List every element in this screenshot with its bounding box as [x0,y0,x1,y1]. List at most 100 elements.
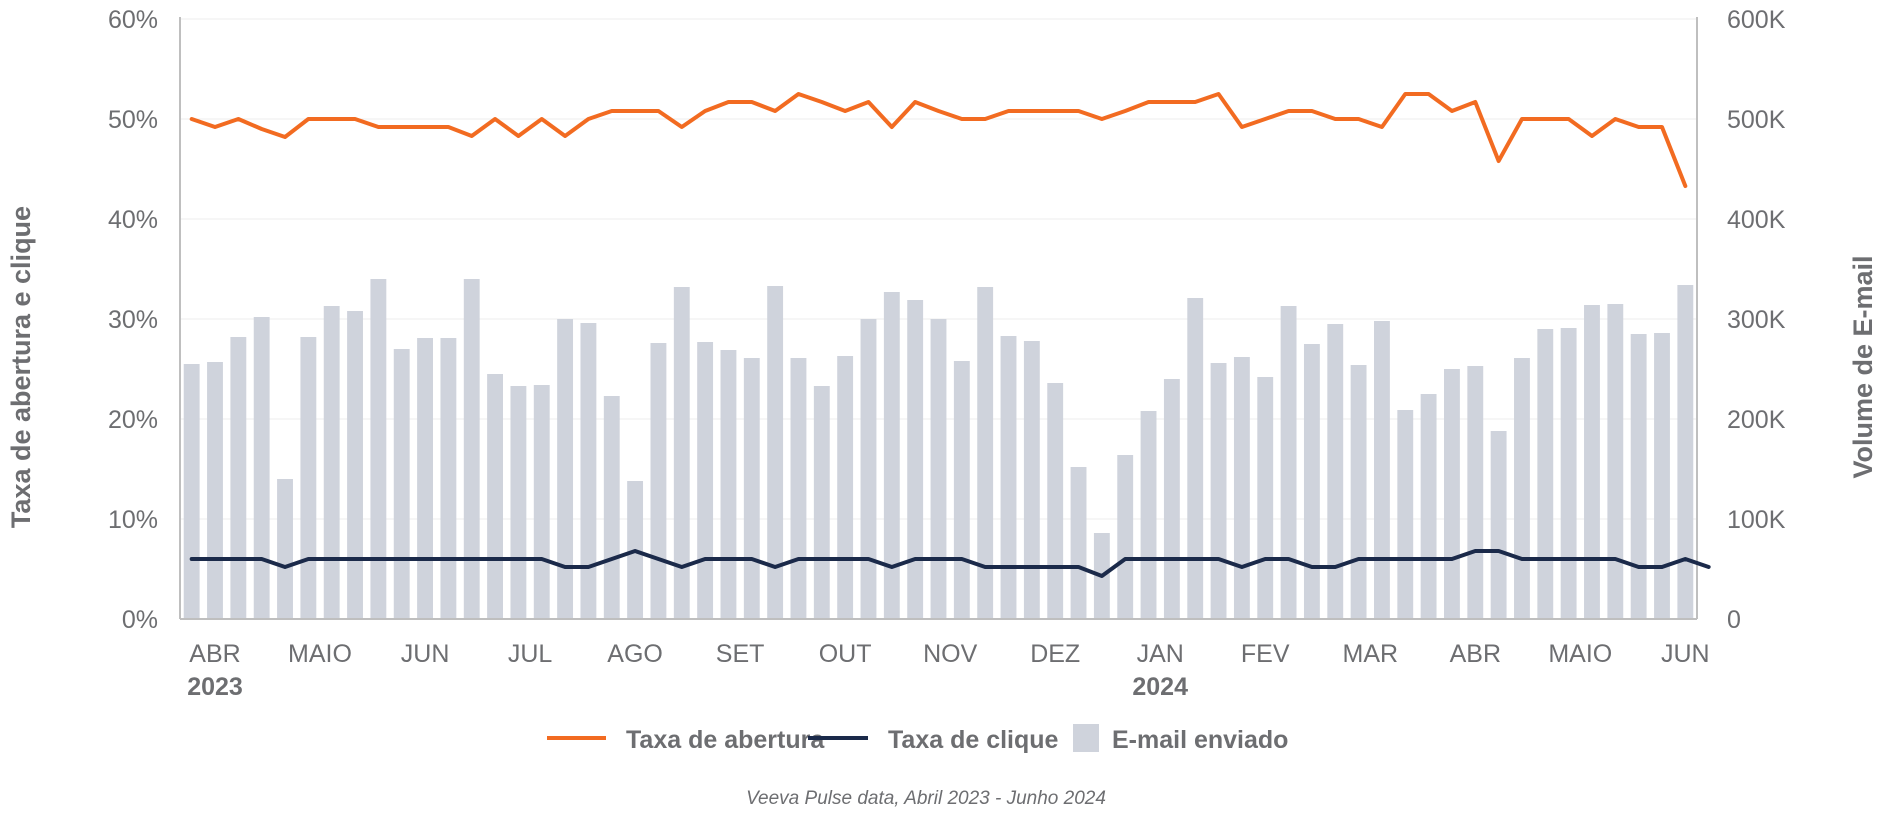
bar-email-enviado [1163,379,1180,619]
x-year-label: 2024 [1132,673,1188,701]
bar-email-enviado [697,342,714,619]
right-axis-ticks: 0 100K 200K 300K 400K 500K 600K [1727,6,1786,634]
x-month-label: FEV [1241,640,1290,668]
bar-email-enviado [720,350,737,619]
bar-email-enviado [1374,321,1390,619]
bar-email-enviado [743,358,760,619]
bar-email-enviado [837,356,854,619]
x-month-label: ABR [189,640,240,668]
left-tick-label: 60% [108,6,158,34]
bar-email-enviado [790,358,807,619]
bar-email-enviado [953,361,970,619]
bar-email-enviado [370,279,387,619]
bar-email-enviado [1607,304,1624,619]
bar-email-enviado [533,385,550,619]
bar-email-enviado [673,287,690,619]
left-tick-label: 20% [108,406,158,434]
bar-email-enviado [557,319,574,619]
bar-email-enviado [977,287,994,619]
bar-email-enviado [1490,431,1507,619]
right-tick-label: 300K [1727,306,1786,334]
x-month-label: ABR [1450,640,1501,668]
left-axis-title: Taxa de abertura e clique [6,206,36,528]
bar-email-enviado [650,343,667,619]
left-tick-label: 50% [108,106,158,134]
right-tick-label: 0 [1727,606,1741,634]
bar-email-enviado [253,317,270,619]
bar-email-enviado [1397,410,1414,619]
bar-email-enviado [1350,365,1367,619]
bar-email-enviado [1514,358,1530,619]
x-month-label: JUN [1661,640,1710,668]
bar-email-enviado [440,338,457,619]
bar-email-enviado [1444,369,1460,619]
left-axis-ticks: 0% 10% 20% 30% 40% 50% 60% [108,6,158,634]
bar-email-enviado [907,300,924,619]
bar-email-enviado [1140,411,1157,619]
bar-email-enviado [1000,336,1017,619]
left-tick-label: 10% [108,506,158,534]
bar-email-enviado [1280,306,1297,619]
bar-email-enviado [277,479,293,619]
bar-email-enviado [487,374,503,619]
legend-label-taxa-de-abertura: Taxa de abertura [626,726,825,754]
x-month-label: SET [716,640,765,668]
bar-email-enviado [1233,357,1250,619]
bar-email-enviado [1584,305,1600,619]
bar-email-enviado [603,396,620,619]
x-month-label: OUT [819,640,872,668]
bar-email-enviado [1047,383,1064,619]
right-axis-title: Volume de E-mail [1848,255,1878,478]
bar-email-enviado [1654,333,1670,619]
bar-email-enviado [580,323,597,619]
bar-email-enviado [1630,334,1647,619]
series-lines [189,92,1711,578]
bar-email-enviado [1537,329,1554,619]
left-tick-label: 30% [108,306,158,334]
x-month-label: DEZ [1030,640,1080,668]
right-tick-label: 600K [1727,6,1786,34]
bar-email-enviado [813,386,830,619]
x-month-label: JUL [508,640,553,668]
x-month-label: JUN [401,640,450,668]
bar-email-enviado [207,362,223,619]
bar-email-enviado [393,349,410,619]
x-month-label: MAIO [288,640,352,668]
x-month-label: NOV [923,640,978,668]
bar-email-enviado [1023,341,1040,619]
bar-email-enviado [1467,366,1484,619]
bar-email-enviado [1677,285,1694,619]
x-year-label: 2023 [187,673,243,701]
source-note: Veeva Pulse data, Abril 2023 - Junho 202… [746,788,1106,809]
bars-email-enviado [183,279,1694,619]
bar-email-enviado [463,279,480,619]
bar-email-enviado [767,286,784,619]
bar-email-enviado [860,319,877,619]
legend: Taxa de abertura Taxa de clique E-mail e… [547,724,1288,754]
bar-email-enviado [1257,377,1274,619]
bar-email-enviado [1420,394,1437,619]
x-month-label: MAR [1343,640,1399,668]
bar-email-enviado [1117,455,1134,619]
bar-email-enviado [183,364,200,619]
bar-email-enviado [300,337,317,619]
right-tick-label: 100K [1727,506,1786,534]
legend-label-email-enviado: E-mail enviado [1112,726,1288,754]
x-month-label: MAIO [1548,640,1612,668]
bar-email-enviado [417,338,433,619]
right-tick-label: 400K [1727,206,1786,234]
x-month-label: AGO [607,640,663,668]
bar-email-enviado [883,292,900,619]
line-taxa-de-clique [189,549,1711,578]
x-axis-ticks: ABR MAIO JUN JUL AGO SET OUT NOV DEZ JAN FEV MAR ABR… [187,640,1709,701]
bar-email-enviado [323,306,340,619]
legend-swatch-email-enviado [1073,724,1099,752]
bar-email-enviado [1070,467,1087,619]
bar-email-enviado [1327,324,1344,619]
bar-email-enviado [930,319,947,619]
legend-label-taxa-de-clique: Taxa de clique [888,726,1059,754]
bar-email-enviado [1560,328,1577,619]
bar-email-enviado [1303,344,1320,619]
left-tick-label: 40% [108,206,158,234]
